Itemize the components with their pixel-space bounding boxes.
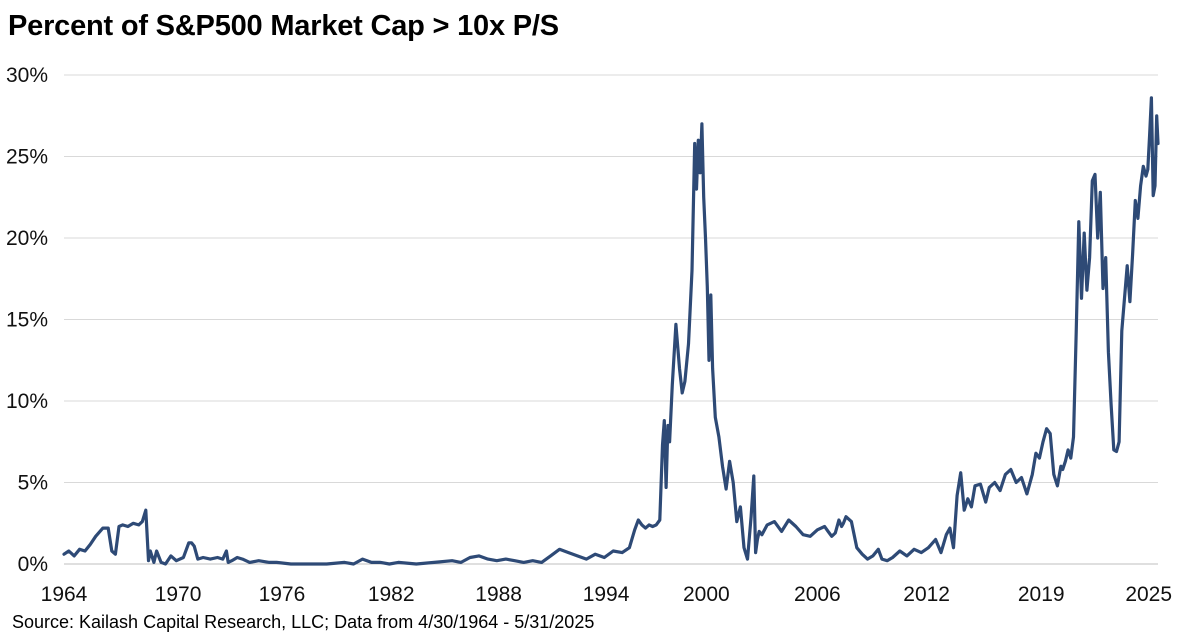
x-tick-label: 1994: [583, 583, 630, 606]
y-tick-label: 30%: [6, 64, 48, 87]
x-tick-label: 2006: [794, 583, 841, 606]
y-tick-label: 15%: [6, 309, 48, 332]
y-tick-label: 10%: [6, 390, 48, 413]
chart-title: Percent of S&P500 Market Cap > 10x P/S: [8, 10, 559, 42]
gridlines: [64, 74, 1158, 565]
x-axis-ticks: 1964 1970 1976 1982 1988 1994 2000 2006 2012 2019…: [41, 583, 1172, 606]
x-tick-label: 2025: [1125, 583, 1172, 606]
y-tick-label: 5%: [18, 472, 48, 495]
x-tick-label: 2012: [903, 583, 950, 606]
y-tick-label: 20%: [6, 227, 48, 250]
x-tick-label: 1964: [41, 583, 88, 606]
x-tick-label: 1988: [475, 583, 522, 606]
x-tick-label: 1970: [155, 583, 202, 606]
line-chart: 0% 5% 10% 15% 20% 25% 30% 1964 1970 1976 1982 1988…: [6, 64, 1172, 606]
x-tick-label: 2000: [683, 583, 730, 606]
x-tick-label: 1976: [259, 583, 306, 606]
x-tick-label: 2019: [1018, 583, 1065, 606]
source-note: Source: Kailash Capital Research, LLC; D…: [12, 612, 595, 632]
series-layer: [62, 96, 1160, 566]
y-tick-label: 25%: [6, 146, 48, 169]
y-axis-ticks: 0% 5% 10% 15% 20% 25% 30%: [6, 64, 48, 576]
x-tick-label: 1982: [368, 583, 415, 606]
y-tick-label: 0%: [18, 553, 48, 576]
series-line: [62, 96, 1160, 566]
